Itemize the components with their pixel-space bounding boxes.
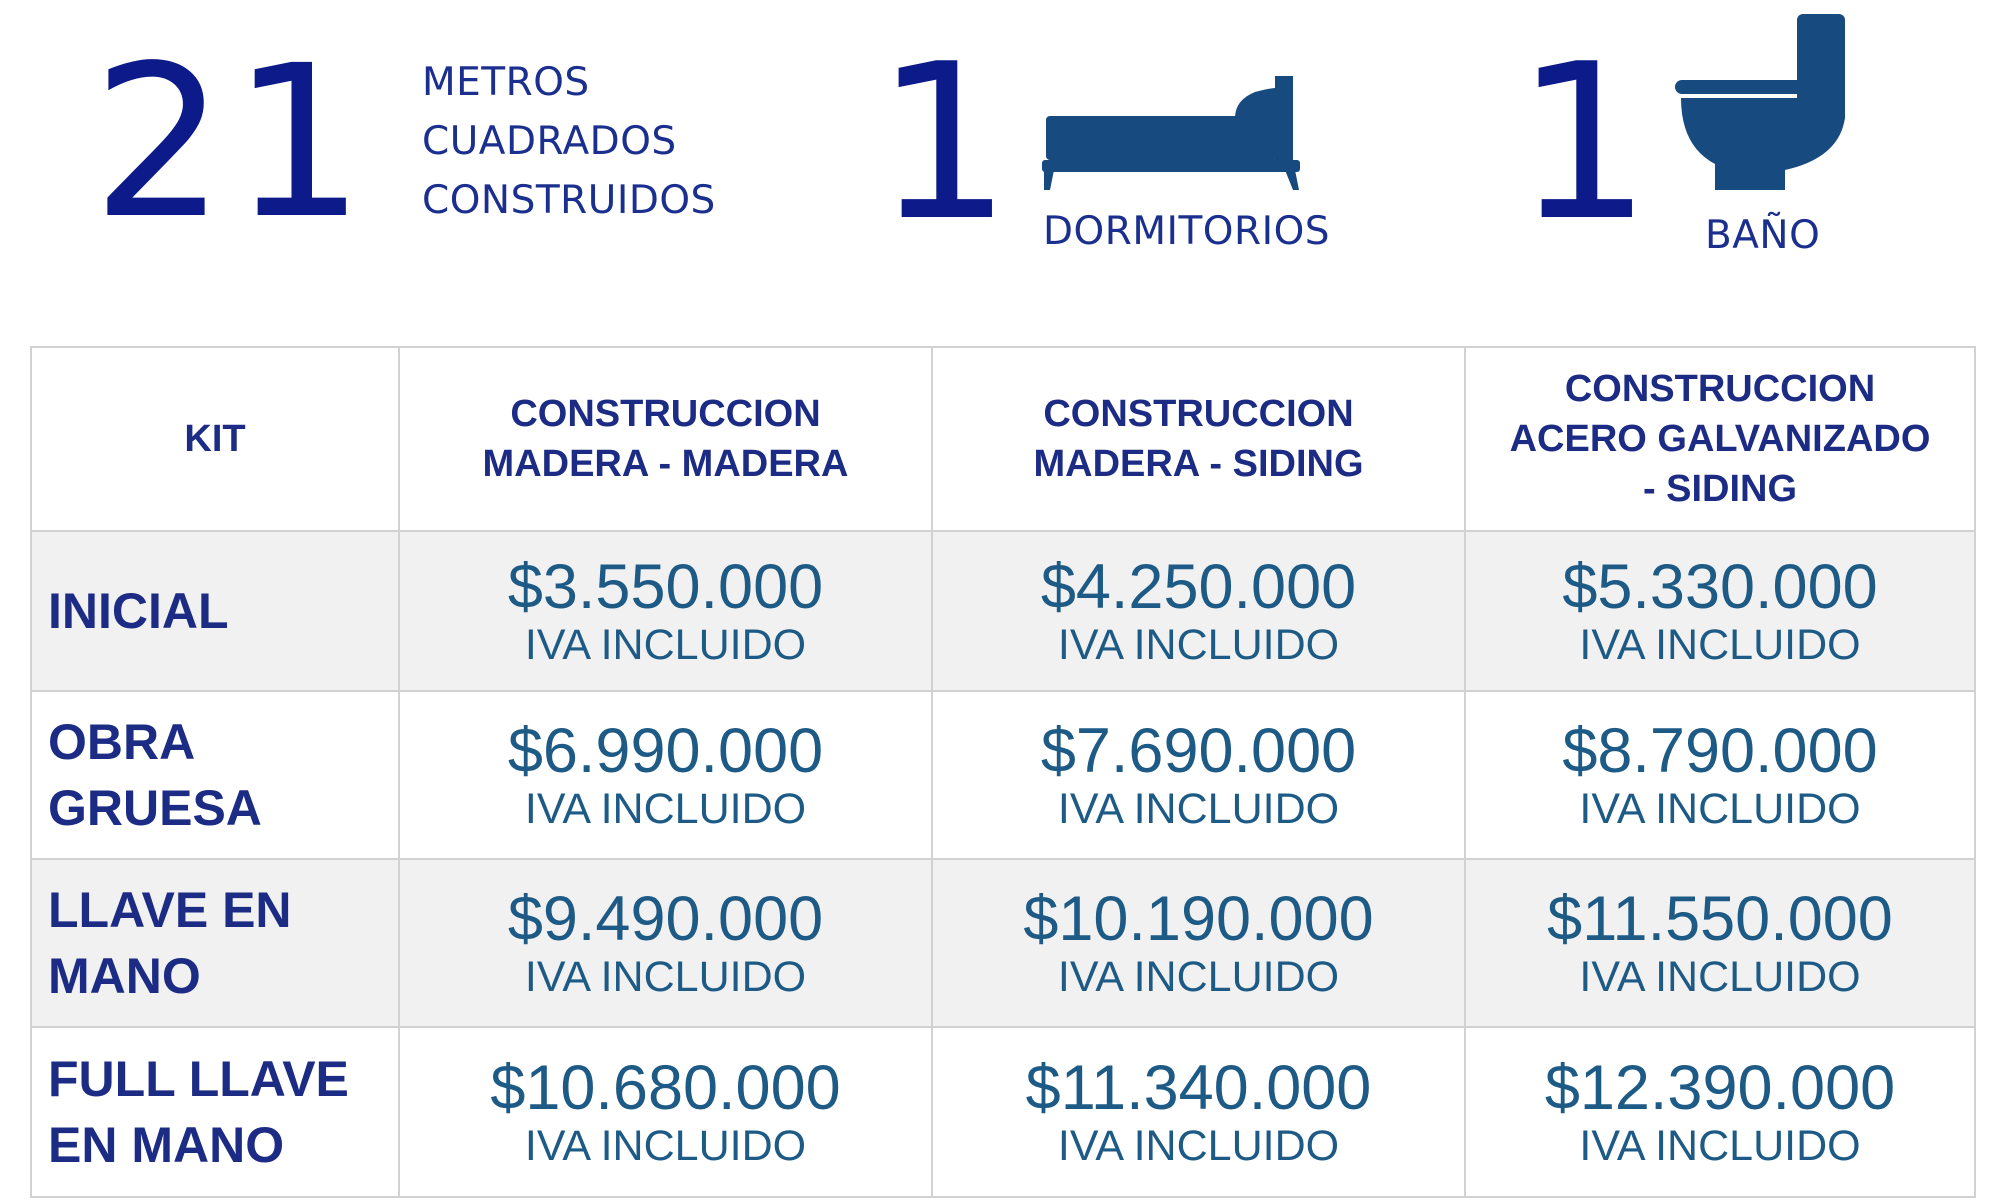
row-label: OBRA GRUESA xyxy=(30,690,400,860)
price-cell: $5.330.000 IVA INCLUIDO xyxy=(1464,530,1976,692)
price-value: $6.990.000 xyxy=(507,716,824,786)
price-value: $11.550.000 xyxy=(1547,884,1893,954)
price-cell: $10.190.000 IVA INCLUIDO xyxy=(931,858,1466,1028)
price-note: IVA INCLUIDO xyxy=(524,785,807,833)
price-value: $7.690.000 xyxy=(1040,716,1357,786)
price-cell: $11.340.000 IVA INCLUIDO xyxy=(931,1026,1466,1198)
bed-icon xyxy=(1042,76,1300,190)
price-value: $12.390.000 xyxy=(1544,1053,1896,1123)
price-note: IVA INCLUIDO xyxy=(1579,953,1861,1001)
price-value: $9.490.000 xyxy=(507,884,824,954)
price-cell: $9.490.000 IVA INCLUIDO xyxy=(398,858,933,1028)
price-cell: $3.550.000 IVA INCLUIDO xyxy=(398,530,933,692)
table-row: OBRA GRUESA $6.990.000 IVA INCLUIDO $7.6… xyxy=(30,690,1976,860)
table-row: INICIAL $3.550.000 IVA INCLUIDO $4.250.0… xyxy=(30,530,1976,692)
bedrooms-number: 1 xyxy=(875,17,1012,268)
table-header-row: KIT CONSTRUCCION MADERA - MADERA CONSTRU… xyxy=(30,346,1976,532)
table-row: LLAVE EN MANO $9.490.000 IVA INCLUIDO $1… xyxy=(30,858,1976,1028)
price-value: $10.680.000 xyxy=(490,1053,841,1123)
price-cell: $4.250.000 IVA INCLUIDO xyxy=(931,530,1466,692)
column-header-madera-madera: CONSTRUCCION MADERA - MADERA xyxy=(398,346,933,532)
price-value: $5.330.000 xyxy=(1562,552,1878,622)
price-note: IVA INCLUIDO xyxy=(524,1122,807,1170)
price-note: IVA INCLUIDO xyxy=(524,953,807,1001)
price-value: $11.340.000 xyxy=(1025,1053,1372,1123)
price-note: IVA INCLUIDO xyxy=(1579,621,1861,669)
column-header-acero-siding: CONSTRUCCION ACERO GALVANIZADO - SIDING xyxy=(1464,346,1976,532)
price-cell: $10.680.000 IVA INCLUIDO xyxy=(398,1026,933,1198)
column-header-kit: KIT xyxy=(30,346,400,532)
row-label: INICIAL xyxy=(30,530,400,692)
price-note: IVA INCLUIDO xyxy=(1057,953,1340,1001)
price-cell: $11.550.000 IVA INCLUIDO xyxy=(1464,858,1976,1028)
price-note: IVA INCLUIDO xyxy=(1057,785,1340,833)
area-label-line: CONSTRUIDOS xyxy=(422,178,716,223)
toilet-icon xyxy=(1675,14,1845,190)
bathrooms-label: BAÑO xyxy=(1705,213,1821,258)
price-cell: $6.990.000 IVA INCLUIDO xyxy=(398,690,933,860)
row-label: FULL LLAVE EN MANO xyxy=(30,1026,400,1198)
price-note: IVA INCLUIDO xyxy=(1057,1122,1340,1170)
table-row: FULL LLAVE EN MANO $10.680.000 IVA INCLU… xyxy=(30,1026,1976,1198)
price-note: IVA INCLUIDO xyxy=(524,621,807,669)
row-label: LLAVE EN MANO xyxy=(30,858,400,1028)
area-number: 21 xyxy=(92,20,372,265)
price-value: $3.550.000 xyxy=(507,552,824,622)
price-note: IVA INCLUIDO xyxy=(1579,1122,1861,1170)
column-header-madera-siding: CONSTRUCCION MADERA - SIDING xyxy=(931,346,1466,532)
price-cell: $12.390.000 IVA INCLUIDO xyxy=(1464,1026,1976,1198)
price-cell: $8.790.000 IVA INCLUIDO xyxy=(1464,690,1976,860)
area-label-line: CUADRADOS xyxy=(422,119,677,164)
area-label: METROS CUADRADOS CONSTRUIDOS xyxy=(422,53,716,230)
price-note: IVA INCLUIDO xyxy=(1579,785,1861,833)
bedrooms-label: DORMITORIOS xyxy=(1043,209,1331,254)
price-note: IVA INCLUIDO xyxy=(1057,621,1340,669)
bathrooms-number: 1 xyxy=(1515,17,1652,268)
area-label-line: METROS xyxy=(422,60,590,105)
price-value: $8.790.000 xyxy=(1562,716,1878,786)
price-value: $4.250.000 xyxy=(1040,552,1357,622)
price-value: $10.190.000 xyxy=(1023,884,1374,954)
pricing-table: KIT CONSTRUCCION MADERA - MADERA CONSTRU… xyxy=(30,346,1976,1198)
price-cell: $7.690.000 IVA INCLUIDO xyxy=(931,690,1466,860)
